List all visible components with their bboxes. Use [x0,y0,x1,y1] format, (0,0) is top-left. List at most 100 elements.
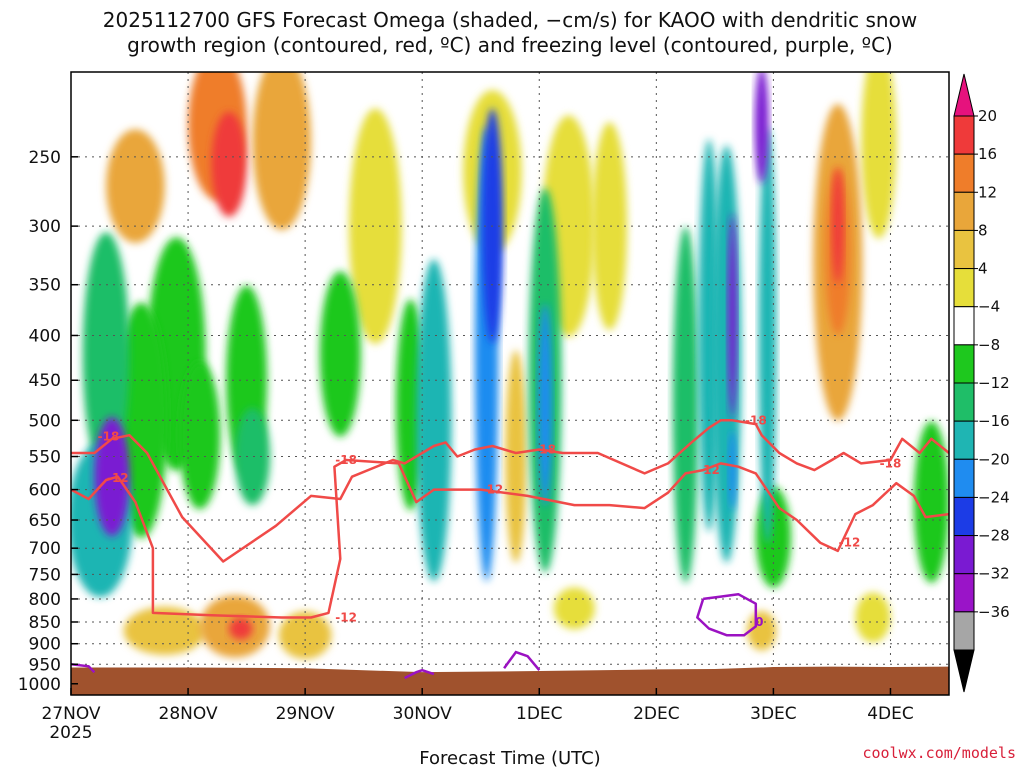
colorbar-segment [953,344,975,384]
y-tick-label: 300 [29,217,61,237]
plot-area: -18 -12 -18 -12 -12 -18 -12 -18 -12 -18 0 [70,71,950,696]
y-tick-label: 1000 [18,675,61,695]
plot-frame [70,71,950,696]
omega-region [861,72,897,239]
colorbar-segment [953,229,975,270]
colorbar-label: −4 [978,298,1000,316]
contour-label: -12 [335,610,357,624]
y-tick-label: 250 [29,148,61,168]
omega-region [754,72,769,184]
y-tick-label: 800 [29,590,61,610]
contour-label: -18 [98,430,120,444]
omega-region [252,72,311,230]
y-tick-label: 850 [29,613,61,633]
x-tick-label: 3DEC [750,704,797,724]
x-tick-label: 28NOV [159,704,218,724]
title-line-1: 2025112700 GFS Forecast Omega (shaded, −… [103,8,917,32]
y-tick-label: 600 [29,481,61,501]
colorbar-segment [953,153,975,193]
omega-region [179,361,221,510]
credit-text: coolwx.com/models [862,744,1016,762]
colorbar-segment [953,535,975,575]
y-axis: 2503003504004505005506006507007508008509… [18,148,78,695]
x-tick-label: 4DEC [867,704,914,724]
y-tick-label: 500 [29,411,61,431]
freezing-level-fragment [503,650,541,672]
colorbar-arrow-bottom [953,649,975,693]
y-tick-label: 650 [29,511,61,531]
colorbar-label: −36 [978,603,1010,621]
colorbar-segment [953,382,975,422]
contour-label: -12 [482,483,504,497]
omega-region [747,611,777,651]
omega-region [416,259,452,582]
colorbar-label: −28 [978,527,1010,545]
omega-region [229,617,253,640]
y-tick-label: 750 [29,565,61,585]
x-tick-label: 30NOV [393,704,452,724]
colorbar-label: −32 [978,565,1010,583]
colorbar-segment [953,115,975,155]
colorbar-label: 16 [978,145,997,163]
y-tick-label: 700 [29,539,61,559]
colorbar: 20 16 12 8 4 −4 −8 −12 −16 −20 −24 −28 −32 −36 [953,73,1010,693]
contour-line-minus18 [71,419,949,563]
colorbar-label: 4 [978,260,988,278]
x-axis-label: Forecast Time (UTC) [419,748,600,768]
omega-region [728,429,737,511]
colorbar-arrow-top [953,73,975,117]
colorbar-label: 8 [978,221,988,239]
omega-region [711,145,742,563]
grid-lines [71,72,949,695]
contour-label: -18 [534,443,556,457]
colorbar-segment [953,306,975,346]
colorbar-label: −16 [978,412,1010,430]
y-tick-label: 350 [29,276,61,296]
omega-region [538,303,553,507]
colorbar-segment [953,496,975,537]
contour-label: -12 [107,471,129,485]
colorbar-segment [953,458,975,498]
colorbar-label: −24 [978,488,1010,506]
colorbar-label: −20 [978,450,1010,468]
terrain-ground [71,666,949,695]
omega-region [553,587,595,630]
omega-region [913,421,949,583]
colorbar-segment [953,191,975,231]
y-tick-label: 950 [29,655,61,675]
omega-region [123,606,206,655]
colorbar-label: −8 [978,336,1000,354]
y-tick-label: 450 [29,371,61,391]
x-tick-label: 27NOV [41,704,100,724]
omega-region [727,213,738,419]
omega-region [211,111,247,217]
omega-region [672,226,699,584]
contour-label: -12 [698,463,720,477]
omega-region [831,168,844,284]
omega-region [319,271,361,437]
x-tick-label: 1DEC [516,704,563,724]
y-tick-label: 900 [29,635,61,655]
y-tick-label: 400 [29,326,61,346]
freezing-level-fragment [404,668,435,680]
contour-label: -18 [335,453,357,467]
x-tick-year-label: 2025 [49,723,92,743]
title-line-2: growth region (contoured, red, ºC) and f… [127,33,893,57]
colorbar-segment [953,420,975,460]
omega-region [758,126,777,545]
colorbar-label: 20 [978,107,997,125]
contour-label: -18 [880,456,902,470]
terrain-layer [71,666,949,695]
contour-label: 0 [755,615,763,629]
omega-region [755,486,791,588]
omega-region [106,129,165,243]
colorbar-segment [953,611,975,651]
contour-label: -12 [839,536,861,550]
y-tick-label: 550 [29,448,61,468]
omega-region [505,350,527,563]
omega-region [82,232,130,476]
x-tick-label: 2DEC [633,704,680,724]
omega-shading [71,72,949,659]
contour-label: -18 [745,413,767,427]
